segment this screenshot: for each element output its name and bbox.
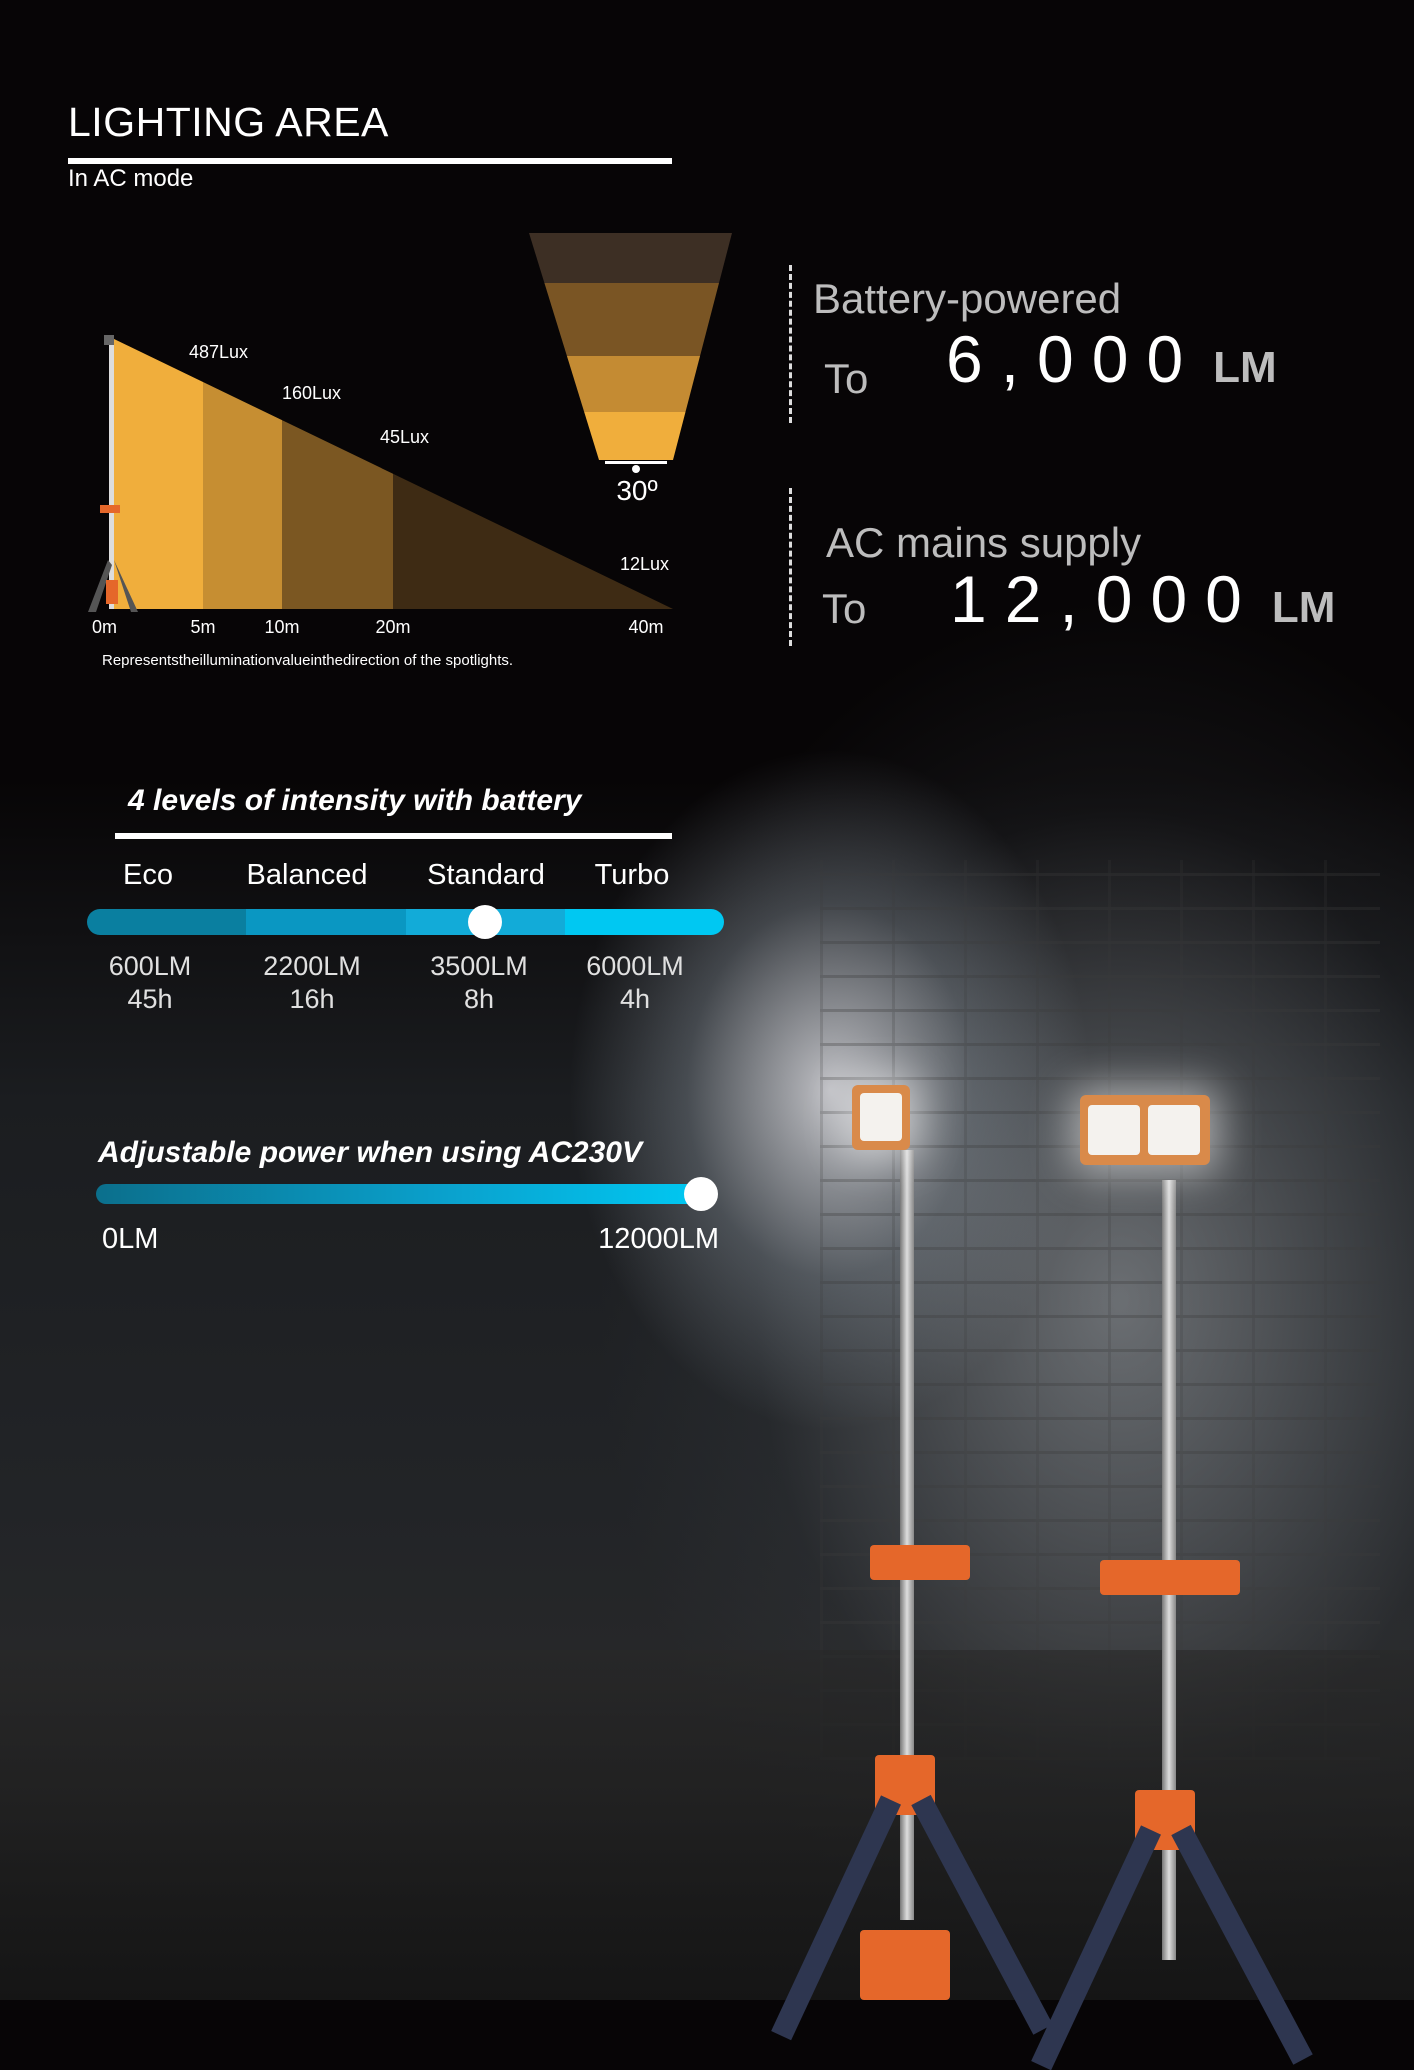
lux-label: 45Lux bbox=[380, 427, 429, 447]
battery-levels-title: 4 levels of intensity with battery bbox=[128, 784, 582, 817]
tripod-icon bbox=[88, 335, 138, 612]
level-eco-values: 600LM 45h bbox=[109, 950, 192, 1016]
level-turbo-values: 6000LM 4h bbox=[586, 950, 684, 1016]
ac-output: 12,000 LM bbox=[950, 566, 1335, 632]
turbo-runtime: 4h bbox=[619, 984, 651, 1014]
eco-runtime: 45h bbox=[127, 984, 173, 1014]
chart-caption: Representstheilluminationvalueinthedirec… bbox=[102, 652, 513, 669]
standard-lumens: 3500LM bbox=[430, 951, 528, 981]
x-tick-label: 0m bbox=[92, 617, 117, 637]
beam-band bbox=[544, 283, 720, 356]
page-subtitle: In AC mode bbox=[68, 165, 194, 192]
balanced-runtime: 16h bbox=[289, 984, 335, 1014]
illumination-band bbox=[393, 473, 673, 609]
level-turbo[interactable]: Turbo bbox=[594, 859, 670, 891]
ac-power-slider-knob[interactable] bbox=[684, 1177, 718, 1211]
intensity-slider[interactable] bbox=[87, 909, 724, 935]
x-tick-label: 10m bbox=[264, 617, 299, 637]
divider-battery bbox=[789, 265, 792, 423]
page-title: LIGHTING AREA bbox=[68, 99, 389, 145]
level-balanced-values: 2200LM 16h bbox=[263, 950, 361, 1016]
illumination-band bbox=[282, 420, 393, 609]
lux-label: 160Lux bbox=[282, 383, 341, 403]
ac-power-slider[interactable] bbox=[96, 1184, 701, 1204]
turbo-lumens: 6000LM bbox=[586, 951, 684, 981]
level-standard-values: 3500LM 8h bbox=[430, 950, 528, 1016]
level-eco[interactable]: Eco bbox=[123, 859, 173, 891]
divider-ac bbox=[789, 488, 792, 646]
battery-output: 6,000 LM bbox=[946, 326, 1277, 392]
intensity-slider-knob[interactable] bbox=[468, 905, 503, 939]
ac-lumens: 12,000 bbox=[950, 562, 1260, 636]
lux-label: 12Lux bbox=[620, 554, 669, 574]
ac-power-title: Adjustable power when using AC230V bbox=[98, 1136, 642, 1169]
level-standard[interactable]: Standard bbox=[427, 859, 545, 891]
level-balanced[interactable]: Balanced bbox=[246, 859, 368, 891]
battery-unit: LM bbox=[1213, 343, 1277, 392]
beam-angle-label: 30º bbox=[616, 475, 657, 506]
battery-lumens: 6,000 bbox=[946, 322, 1202, 396]
battery-prefix: To bbox=[824, 355, 869, 402]
floor bbox=[0, 1650, 1414, 2000]
lamp-dot bbox=[632, 465, 640, 473]
x-tick-label: 20m bbox=[375, 617, 410, 637]
ac-min-label: 0LM bbox=[102, 1223, 159, 1255]
battery-label: Battery-powered bbox=[813, 275, 1122, 322]
ac-max-label: 12000LM bbox=[598, 1223, 719, 1255]
beam-band bbox=[584, 412, 686, 460]
beam-band bbox=[566, 356, 701, 412]
ac-unit: LM bbox=[1271, 583, 1336, 632]
illumination-band bbox=[203, 381, 282, 609]
title-underline bbox=[68, 158, 672, 164]
intensity-segment[interactable] bbox=[564, 909, 724, 935]
standard-runtime: 8h bbox=[463, 984, 495, 1014]
ac-prefix: To bbox=[822, 585, 867, 632]
beam-band bbox=[529, 233, 732, 283]
ac-label: AC mains supply bbox=[826, 519, 1142, 566]
x-tick-label: 40m bbox=[628, 617, 663, 637]
intensity-segment[interactable] bbox=[87, 909, 247, 935]
illumination-band bbox=[112, 338, 203, 609]
battery-levels-underline bbox=[115, 833, 672, 839]
lamp-icon bbox=[605, 461, 667, 464]
balanced-lumens: 2200LM bbox=[263, 951, 361, 981]
x-tick-label: 5m bbox=[190, 617, 215, 637]
intensity-segment[interactable] bbox=[246, 909, 406, 935]
lux-label: 487Lux bbox=[189, 342, 248, 362]
lighting-area-chart: Representstheilluminationvalueinthedirec… bbox=[88, 233, 732, 669]
eco-lumens: 600LM bbox=[108, 951, 192, 981]
